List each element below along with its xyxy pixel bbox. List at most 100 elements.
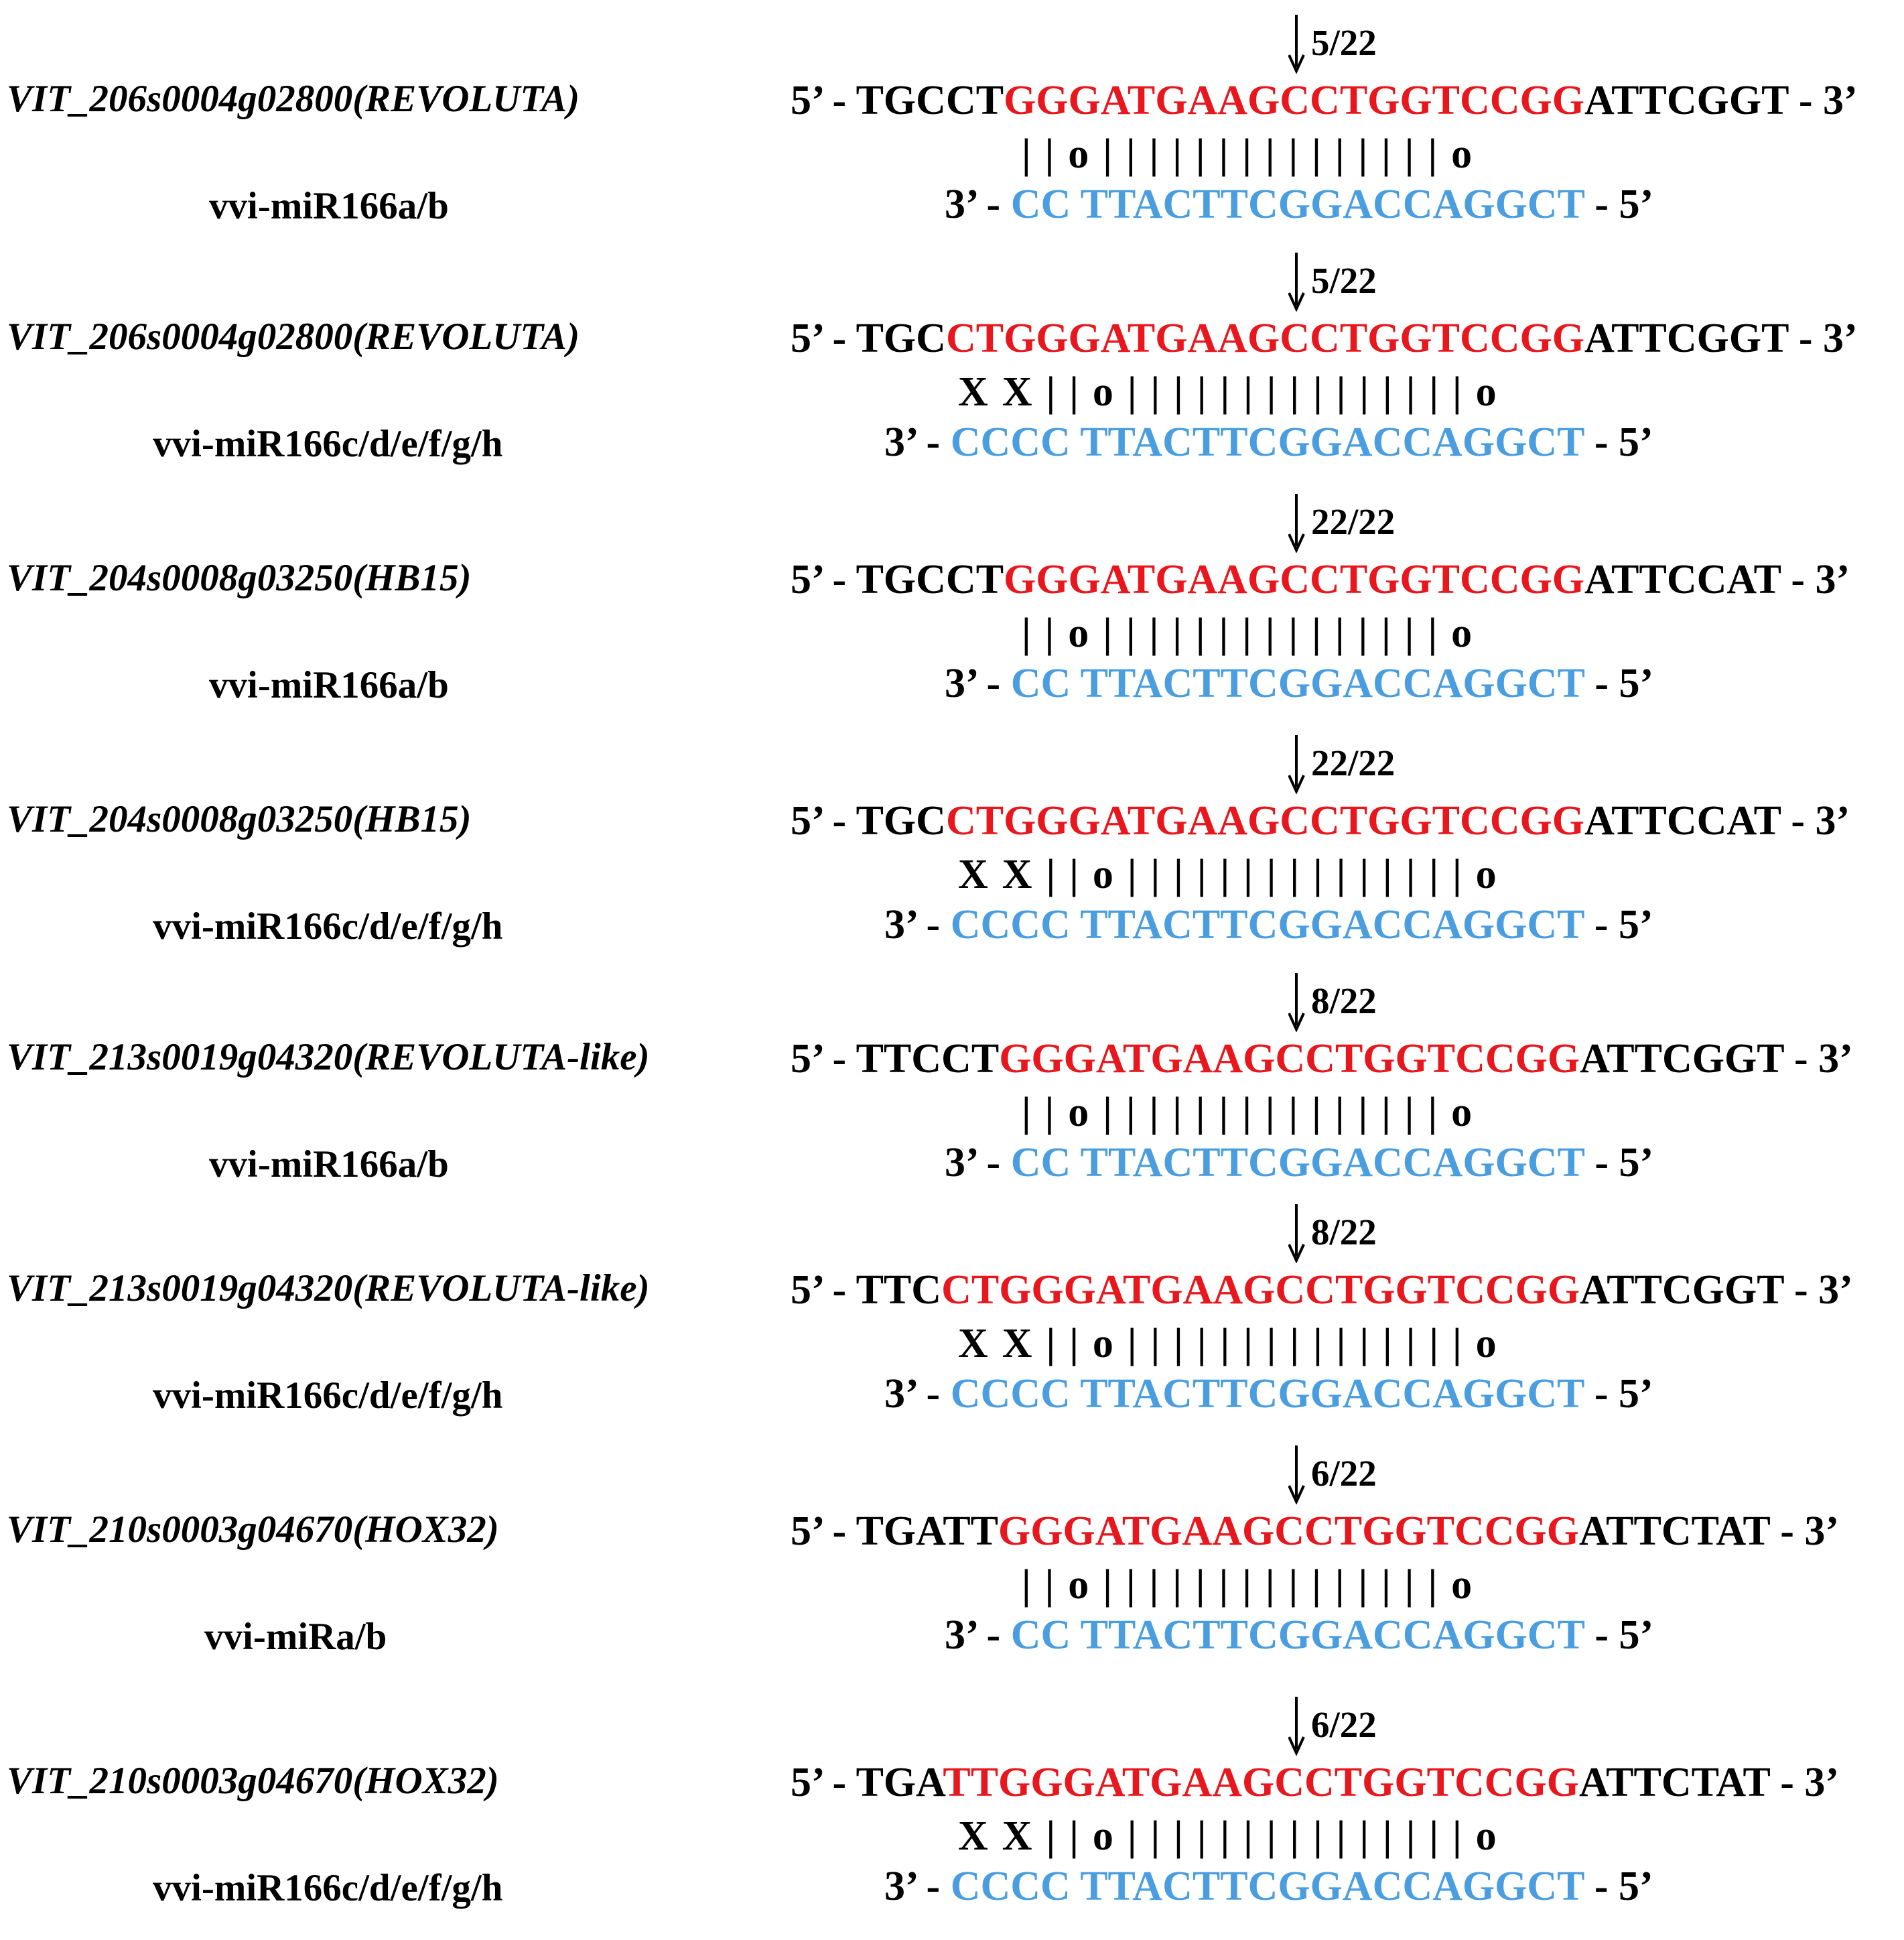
- mirna-core: TTACTTCGGACCAGGCT: [1080, 661, 1584, 706]
- target-site: GGGATGAAGCCTGGTCCGG: [998, 1508, 1579, 1554]
- three-prime-label: - 3’: [1769, 1508, 1840, 1554]
- pairing-line: ||o|||||||||||||||o: [1022, 1090, 1487, 1135]
- cleavage-fraction: 5/22: [1311, 260, 1377, 301]
- five-prime-label: - 5’: [1584, 182, 1654, 227]
- mirna-core: TTACTTCGGACCAGGCT: [1080, 902, 1584, 948]
- mirna-overhang: CC: [1010, 661, 1071, 706]
- target-site: CTGGGATGAAGCCTGGTCCGG: [941, 1267, 1580, 1313]
- pairing-line: XX||o|||||||||||||||o: [958, 1321, 1511, 1366]
- mirna-core: TTACTTCGGACCAGGCT: [1080, 419, 1584, 465]
- mirna-sequence: 3’ - CC TTACTTCGGACCAGGCT - 5’: [945, 660, 1653, 708]
- mirna-label: vvi-miR166a/b: [209, 1143, 449, 1185]
- down-arrow-icon: [1288, 253, 1305, 312]
- mirna-label: vvi-miR166a/b: [209, 185, 449, 227]
- mirna-overhang: CC: [1010, 1612, 1071, 1658]
- five-prime-label: - 5’: [1584, 1140, 1654, 1185]
- five-prime-label: 5’ -: [791, 1508, 856, 1554]
- target-flank-left: TGC: [856, 798, 946, 844]
- five-prime-label: - 5’: [1584, 1371, 1653, 1417]
- alignment-block: VIT_213s0019g04320(REVOLUTA-like) vvi-miR…: [0, 1203, 1904, 1417]
- pairing-line: XX||o|||||||||||||||o: [958, 852, 1511, 897]
- three-prime-label: - 3’: [1788, 78, 1858, 123]
- target-flank-left: TTC: [856, 1267, 942, 1313]
- five-prime-label: 5’ -: [791, 557, 856, 602]
- down-arrow-icon: [1288, 735, 1305, 794]
- three-prime-label: 3’ -: [884, 1371, 951, 1417]
- mirna-overhang: CCCC: [950, 419, 1071, 465]
- five-prime-label: 5’ -: [791, 1267, 856, 1313]
- mirna-label: vvi-miR166c/d/e/f/g/h: [153, 1867, 503, 1909]
- three-prime-label: 3’ -: [884, 1864, 951, 1909]
- gene-label: VIT_210s0003g04670(HOX32): [7, 1760, 499, 1802]
- five-prime-label: - 5’: [1584, 419, 1653, 465]
- alignment-block: VIT_204s0008g03250(HB15) vvi-miR166a/b 22/…: [0, 493, 1904, 706]
- pairing-line: ||o|||||||||||||||o: [1022, 1562, 1487, 1608]
- mirna-sequence: 3’ - CCCC TTACTTCGGACCAGGCT - 5’: [884, 1863, 1653, 1911]
- cleavage-fraction: 8/22: [1311, 1212, 1377, 1252]
- target-flank-right: ATTCGGT: [1584, 316, 1789, 361]
- mirna-core: TTACTTCGGACCAGGCT: [1080, 182, 1584, 227]
- target-site: GGGATGAAGCCTGGTCCGG: [1004, 557, 1584, 602]
- alignment-block: VIT_204s0008g03250(HB15) vvi-miR166c/d/e/…: [0, 734, 1904, 948]
- down-arrow-icon: [1288, 973, 1305, 1032]
- mirna-sequence: 3’ - CCCC TTACTTCGGACCAGGCT - 5’: [884, 1370, 1653, 1418]
- three-prime-label: - 3’: [1780, 798, 1850, 844]
- gene-label: VIT_206s0004g02800(REVOLUTA): [7, 78, 580, 120]
- mirna-overhang: CC: [1010, 1140, 1071, 1185]
- mirna-label: vvi-miRa/b: [204, 1616, 387, 1658]
- mirna-overhang: CC: [1010, 182, 1071, 227]
- target-flank-left: TGCCT: [856, 78, 1004, 123]
- alignment-block: VIT_206s0004g02800(REVOLUTA) vvi-miR166a/…: [0, 13, 1904, 227]
- mirna-label: vvi-miR166a/b: [209, 664, 449, 706]
- target-sequence: 5’ - TGCCTGGGATGAAGCCTGGTCCGGATTCCAT - 3…: [791, 556, 1850, 604]
- alignment-block: VIT_206s0004g02800(REVOLUTA) vvi-miR166c/…: [0, 251, 1904, 465]
- cleavage-fraction: 22/22: [1311, 742, 1396, 783]
- target-flank-left: TGCCT: [856, 557, 1004, 602]
- mirna-sequence: 3’ - CC TTACTTCGGACCAGGCT - 5’: [945, 1612, 1653, 1659]
- five-prime-label: 5’ -: [791, 1760, 856, 1805]
- pairing-line: XX||o|||||||||||||||o: [958, 1813, 1511, 1859]
- gene-label: VIT_213s0019g04320(REVOLUTA-like): [7, 1267, 650, 1309]
- five-prime-label: - 5’: [1584, 661, 1654, 706]
- target-site: TTGGGATGAAGCCTGGTCCGG: [943, 1760, 1579, 1805]
- target-site: CTGGGATGAAGCCTGGTCCGG: [945, 798, 1584, 844]
- three-prime-label: 3’ -: [945, 661, 1011, 706]
- target-flank-right: ATTCGGT: [1580, 1036, 1784, 1082]
- target-site: GGGATGAAGCCTGGTCCGG: [1004, 78, 1584, 123]
- mirna-overhang: CCCC: [950, 1371, 1071, 1417]
- five-prime-label: - 5’: [1584, 1864, 1653, 1909]
- down-arrow-icon: [1288, 1204, 1305, 1263]
- target-flank-right: ATTCCAT: [1584, 798, 1781, 844]
- mirna-core: TTACTTCGGACCAGGCT: [1080, 1612, 1584, 1658]
- target-flank-left: TGC: [856, 316, 946, 361]
- mirna-overhang: CCCC: [950, 1864, 1071, 1909]
- mirna-label: vvi-miR166c/d/e/f/g/h: [153, 423, 503, 465]
- gene-label: VIT_204s0008g03250(HB15): [7, 557, 472, 599]
- five-prime-label: - 5’: [1584, 902, 1653, 948]
- target-flank-right: ATTCTAT: [1578, 1508, 1770, 1554]
- alignment-block: VIT_210s0003g04670(HOX32) vvi-miRa/b 6/22 5…: [0, 1444, 1904, 1658]
- down-arrow-icon: [1288, 15, 1305, 74]
- cleavage-fraction: 22/22: [1311, 501, 1396, 542]
- mirna-core: TTACTTCGGACCAGGCT: [1080, 1371, 1584, 1417]
- down-arrow-icon: [1288, 494, 1305, 553]
- gene-label: VIT_213s0019g04320(REVOLUTA-like): [7, 1036, 650, 1078]
- cleavage-fraction: 6/22: [1311, 1704, 1377, 1745]
- five-prime-label: 5’ -: [791, 1036, 856, 1082]
- target-sequence: 5’ - TTCCTGGGATGAAGCCTGGTCCGGATTCGGT - 3…: [791, 1267, 1853, 1314]
- target-flank-right: ATTCGGT: [1580, 1267, 1784, 1313]
- target-sequence: 5’ - TGCCTGGGATGAAGCCTGGTCCGGATTCGGT - 3…: [791, 77, 1858, 125]
- gene-label: VIT_206s0004g02800(REVOLUTA): [7, 316, 580, 358]
- target-sequence: 5’ - TGCCTGGGATGAAGCCTGGTCCGGATTCCAT - 3…: [791, 797, 1850, 845]
- down-arrow-icon: [1288, 1697, 1305, 1756]
- three-prime-label: 3’ -: [884, 419, 951, 465]
- target-flank-right: ATTCTAT: [1578, 1760, 1770, 1805]
- three-prime-label: - 3’: [1783, 1267, 1853, 1313]
- target-flank-left: TGA: [856, 1760, 943, 1805]
- five-prime-label: - 5’: [1584, 1612, 1654, 1658]
- five-prime-label: 5’ -: [791, 78, 856, 123]
- pairing-line: XX||o|||||||||||||||o: [958, 369, 1511, 415]
- mirna-sequence: 3’ - CCCC TTACTTCGGACCAGGCT - 5’: [884, 419, 1653, 466]
- cleavage-fraction: 8/22: [1311, 980, 1377, 1021]
